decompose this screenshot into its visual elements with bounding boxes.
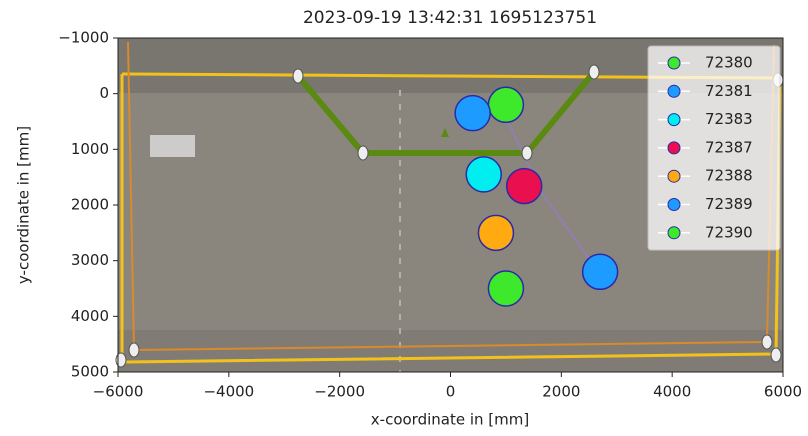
legend-marker: [668, 57, 680, 69]
legend-marker: [668, 227, 680, 239]
point: [488, 271, 523, 306]
y-tick-label: 2000: [71, 196, 109, 214]
point: [488, 87, 523, 122]
legend-marker: [668, 199, 680, 211]
x-tick-label: −2000: [314, 383, 365, 401]
y-tick-label: −1000: [58, 29, 109, 47]
legend-label: 72381: [705, 82, 753, 100]
point: [466, 157, 501, 192]
x-tick-label: −6000: [93, 383, 144, 401]
legend-label: 72387: [705, 138, 753, 156]
point: [455, 96, 490, 131]
x-tick-label: −4000: [203, 383, 254, 401]
legend-label: 72390: [705, 223, 753, 241]
legend-label: 72389: [705, 195, 753, 213]
legend-label: 72383: [705, 110, 753, 128]
y-axis-label: y-coordinate in [mm]: [15, 126, 33, 284]
x-axis-label: x-coordinate in [mm]: [371, 411, 529, 429]
x-tick-label: 4000: [653, 383, 691, 401]
legend-marker: [668, 114, 680, 126]
y-tick-label: 0: [99, 84, 109, 102]
y-tick-label: 1000: [71, 140, 109, 158]
y-tick-label: 4000: [71, 307, 109, 325]
x-tick-label: 6000: [764, 383, 802, 401]
y-tick-label: 5000: [71, 363, 109, 381]
chart-title: 2023-09-19 13:42:31 1695123751: [303, 8, 597, 28]
x-tick-label: 0: [446, 383, 456, 401]
legend-marker: [668, 142, 680, 154]
x-tick-label: 2000: [542, 383, 580, 401]
point: [478, 215, 513, 250]
chart: 2023-09-19 13:42:31 1695123751 x-coordin…: [0, 0, 808, 432]
legend-label: 72388: [705, 167, 753, 185]
point: [583, 254, 618, 289]
y-tick-label: 3000: [71, 251, 109, 269]
legend-marker: [668, 170, 680, 182]
legend-label: 72380: [705, 54, 753, 72]
legend-marker: [668, 85, 680, 97]
point: [507, 169, 542, 204]
